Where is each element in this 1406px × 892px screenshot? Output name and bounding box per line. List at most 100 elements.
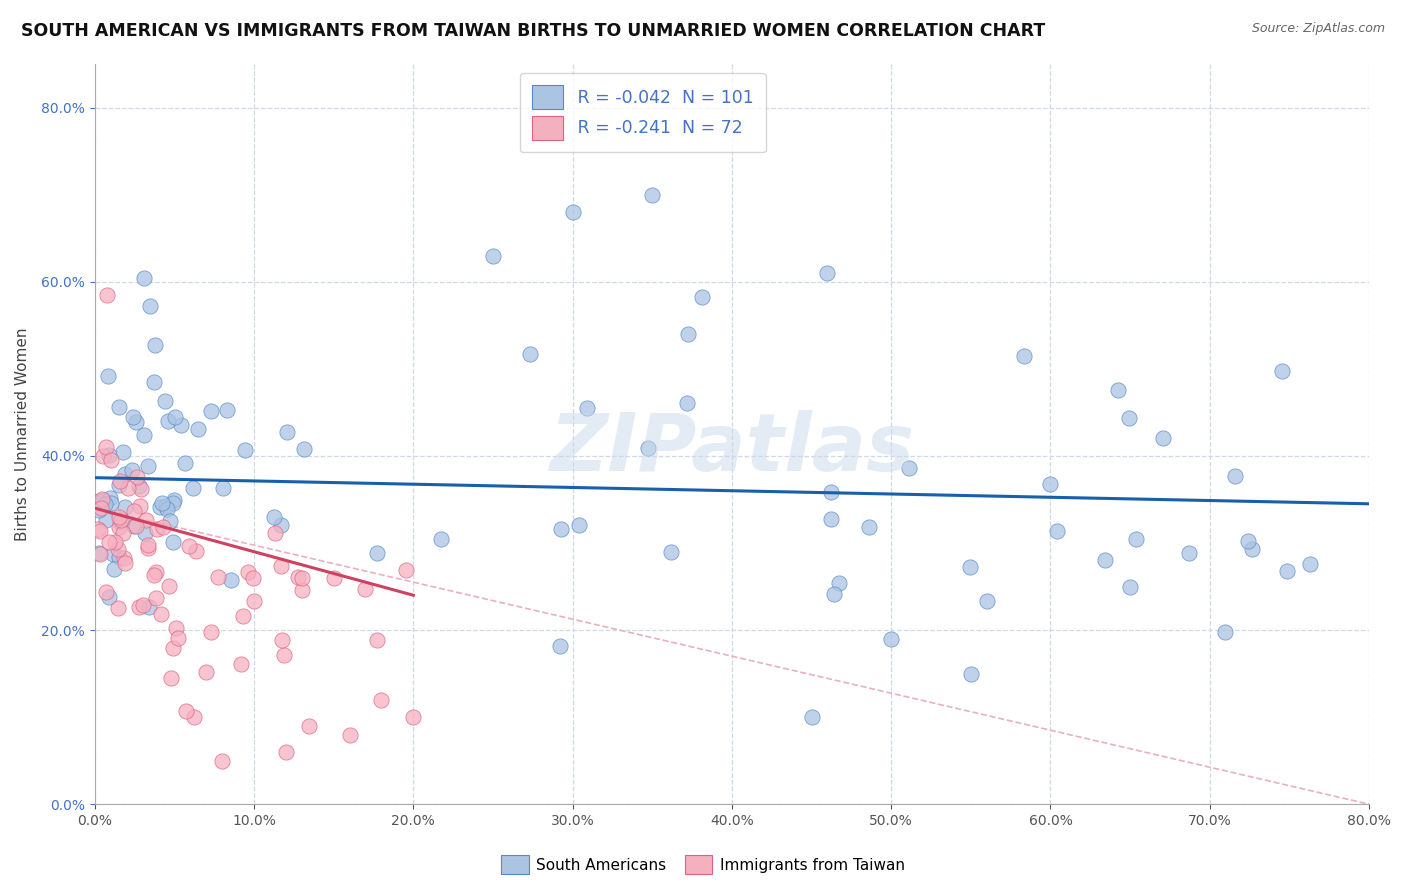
Point [114, 500, 136, 515]
Point [132, 271, 155, 285]
Point [108, 510, 131, 524]
Legend: South Americans, Immigrants from Taiwan: South Americans, Immigrants from Taiwan [495, 849, 911, 880]
Point [157, 415, 180, 429]
Point [114, 467, 136, 482]
Point [152, 520, 174, 534]
Point [212, 481, 235, 495]
Point [136, 459, 159, 474]
Point [139, 300, 162, 314]
Point [155, 500, 177, 514]
Text: ZIPatlas: ZIPatlas [550, 410, 914, 488]
Point [122, 504, 145, 518]
Point [820, 484, 842, 499]
Point [131, 598, 153, 612]
Point [153, 393, 176, 408]
Point [976, 594, 998, 608]
Point [145, 565, 167, 579]
Point [173, 456, 195, 470]
Point [322, 571, 344, 585]
Point [94, 497, 117, 511]
Point [430, 532, 453, 546]
Point [125, 415, 148, 429]
Point [179, 540, 201, 554]
Point [264, 526, 287, 541]
Point [121, 463, 143, 477]
Point [89, 547, 111, 561]
Point [150, 607, 173, 621]
Point [1240, 541, 1263, 556]
Point [1046, 524, 1069, 539]
Point [162, 535, 184, 549]
Point [287, 570, 309, 584]
Point [187, 422, 209, 436]
Point [112, 551, 135, 566]
Point [1118, 411, 1140, 425]
Point [243, 594, 266, 608]
Point [291, 571, 314, 585]
Point [675, 396, 697, 410]
Point [354, 582, 377, 596]
Point [124, 519, 146, 533]
Point [136, 538, 159, 552]
Point [125, 470, 148, 484]
Point [128, 599, 150, 614]
Point [122, 410, 145, 425]
Point [107, 601, 129, 615]
Point [242, 571, 264, 585]
Point [200, 624, 222, 639]
Point [138, 541, 160, 555]
Point [91, 492, 114, 507]
Point [232, 608, 254, 623]
Point [150, 496, 173, 510]
Point [96, 585, 118, 599]
Point [100, 453, 122, 467]
Point [270, 559, 292, 574]
Point [128, 479, 150, 493]
Point [1012, 349, 1035, 363]
Point [162, 496, 184, 510]
Point [166, 631, 188, 645]
Point [107, 400, 129, 414]
Point [959, 559, 981, 574]
Point [89, 524, 111, 538]
Point [163, 492, 186, 507]
Point [641, 187, 664, 202]
Point [219, 573, 242, 587]
Point [1125, 532, 1147, 546]
Point [94, 513, 117, 527]
Point [135, 513, 157, 527]
Point [211, 754, 233, 768]
Point [143, 375, 166, 389]
Point [112, 526, 135, 541]
Point [143, 338, 166, 352]
Point [134, 526, 156, 541]
Point [97, 368, 120, 383]
Point [129, 482, 152, 496]
Point [402, 710, 425, 724]
Point [1119, 580, 1142, 594]
Point [817, 266, 839, 280]
Point [108, 520, 131, 534]
Point [519, 347, 541, 361]
Point [97, 534, 120, 549]
Legend:  R = -0.042  N = 101,  R = -0.241  N = 72: R = -0.042 N = 101, R = -0.241 N = 72 [520, 73, 766, 153]
Point [215, 402, 238, 417]
Point [1275, 565, 1298, 579]
Point [858, 520, 880, 534]
Point [294, 442, 316, 457]
Y-axis label: Births to Unmarried Women: Births to Unmarried Women [15, 327, 30, 541]
Point [170, 417, 193, 432]
Point [482, 249, 505, 263]
Point [103, 562, 125, 576]
Point [233, 442, 256, 457]
Point [90, 500, 112, 515]
Point [176, 704, 198, 718]
Point [108, 477, 131, 491]
Point [143, 568, 166, 582]
Point [1107, 383, 1129, 397]
Point [274, 745, 297, 759]
Point [366, 632, 388, 647]
Point [298, 718, 321, 732]
Point [89, 545, 111, 559]
Point [98, 491, 121, 505]
